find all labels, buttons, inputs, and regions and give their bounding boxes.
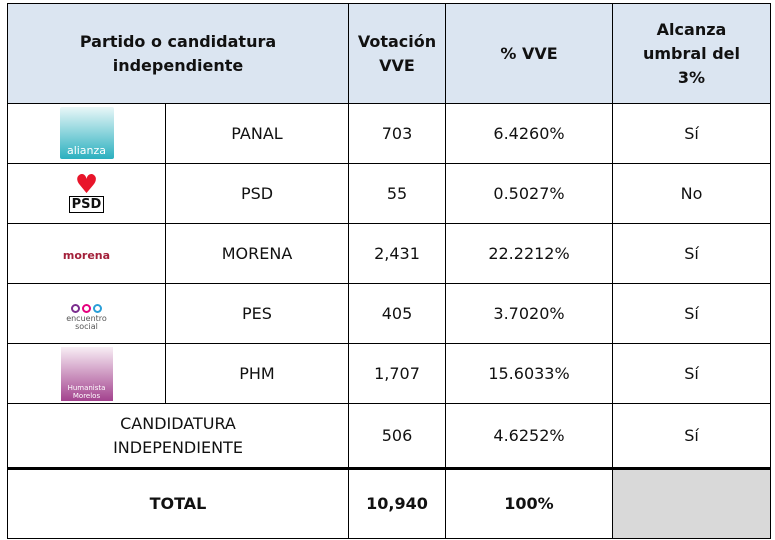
- logo-text: morena: [62, 248, 111, 262]
- logo-text: Humanista: [67, 383, 106, 392]
- logo: alianza: [59, 106, 114, 159]
- cell: Sí: [612, 283, 771, 344]
- cell: 4.6252%: [445, 403, 613, 469]
- logo: ♥ PSD: [68, 170, 105, 213]
- cell: 2,431: [348, 223, 446, 284]
- empty-cell: [612, 467, 771, 539]
- logo: encuentro social: [66, 304, 107, 331]
- cell: PANAL: [165, 103, 349, 164]
- logo-text: encuentro: [66, 314, 107, 323]
- logo-cell: Humanista Morelos: [7, 343, 166, 404]
- cell: MORENA: [165, 223, 349, 284]
- cell: Sí: [612, 403, 771, 469]
- header-cell: % VVE: [445, 3, 613, 104]
- header-cell: Partido o candidatura independiente: [7, 3, 349, 104]
- logo-cell: encuentro social: [7, 283, 166, 344]
- row: alianza PANAL 703 6.4260% Sí: [7, 103, 771, 164]
- cell: 1,707: [348, 343, 446, 404]
- header-cell: Alcanza umbral del 3%: [612, 3, 771, 104]
- row: ♥ PSD PSD 55 0.5027% No: [7, 163, 771, 224]
- row: morena MORENA 2,431 22.2212% Sí: [7, 223, 771, 284]
- cell: CANDIDATURA INDEPENDIENTE: [7, 403, 349, 469]
- cell: 0.5027%: [445, 163, 613, 224]
- logo-text: PSD: [68, 196, 105, 213]
- cell: 6.4260%: [445, 103, 613, 164]
- total-row: TOTAL 10,940 100%: [7, 467, 771, 539]
- logo-dots: [70, 304, 102, 313]
- header-row: Partido o candidatura independiente Vota…: [7, 3, 771, 104]
- cell: 703: [348, 103, 446, 164]
- cell: TOTAL: [7, 467, 349, 539]
- row: CANDIDATURA INDEPENDIENTE 506 4.6252% Sí: [7, 403, 771, 469]
- heart-icon: ♥: [74, 170, 99, 200]
- cell: Sí: [612, 343, 771, 404]
- cell: 506: [348, 403, 446, 469]
- cell: Sí: [612, 103, 771, 164]
- row: encuentro social PES 405 3.7020% Sí: [7, 283, 771, 344]
- cell: Sí: [612, 223, 771, 284]
- logo-text: alianza: [66, 143, 107, 157]
- logo: Humanista Morelos: [60, 346, 113, 401]
- logo-cell: ♥ PSD: [7, 163, 166, 224]
- cell: 55: [348, 163, 446, 224]
- cell: 100%: [445, 467, 613, 539]
- cell: 405: [348, 283, 446, 344]
- logo-text: social: [75, 322, 98, 331]
- logo-text: Morelos: [72, 391, 101, 400]
- cell: PES: [165, 283, 349, 344]
- row: Humanista Morelos PHM 1,707 15.6033% Sí: [7, 343, 771, 404]
- logo: morena: [63, 250, 110, 261]
- cell: PHM: [165, 343, 349, 404]
- cell: 15.6033%: [445, 343, 613, 404]
- cell: No: [612, 163, 771, 224]
- cell: 10,940: [348, 467, 446, 539]
- cell: PSD: [165, 163, 349, 224]
- header-cell: Votación VVE: [348, 3, 446, 104]
- results-table: Partido o candidatura independiente Vota…: [7, 3, 771, 539]
- cell: 22.2212%: [445, 223, 613, 284]
- cell: 3.7020%: [445, 283, 613, 344]
- logo-cell: alianza: [7, 103, 166, 164]
- logo-cell: morena: [7, 223, 166, 284]
